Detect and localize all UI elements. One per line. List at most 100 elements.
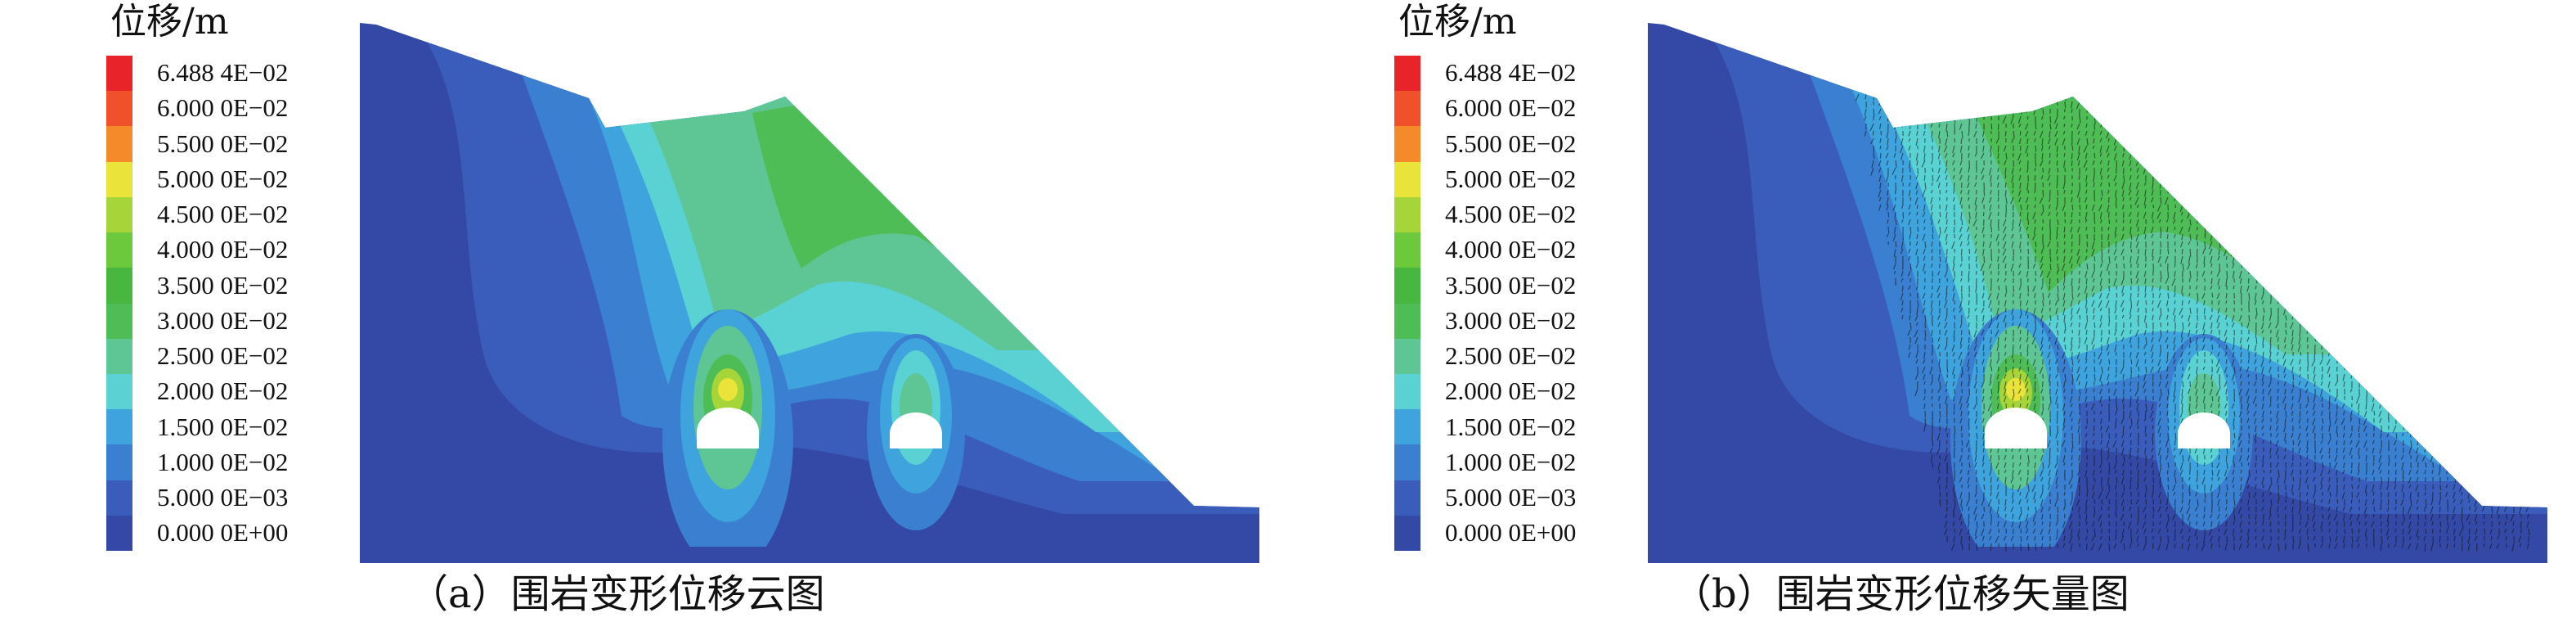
vector-arrow — [2165, 336, 2169, 344]
vector-arrow — [2458, 395, 2463, 404]
vector-arrow — [1908, 182, 1911, 187]
vector-arrow — [2261, 432, 2264, 437]
vector-arrow — [2357, 160, 2360, 165]
vector-arrow — [2431, 101, 2434, 108]
vector-arrow — [2476, 152, 2479, 159]
vector-arrow — [2519, 454, 2522, 463]
vector-arrow — [2444, 248, 2448, 256]
vector-arrow — [2431, 130, 2434, 136]
vector-arrow — [2373, 167, 2376, 176]
vector-arrow — [1952, 174, 1955, 179]
vector-arrow — [2446, 381, 2448, 390]
vector-arrow — [2497, 219, 2500, 223]
vector-arrow — [1900, 108, 1904, 117]
vector-arrow — [1914, 388, 1919, 397]
vector-arrow — [2343, 425, 2345, 430]
vector-arrow — [2216, 292, 2220, 300]
vector-arrow — [2048, 484, 2051, 490]
vector-arrow — [2307, 373, 2309, 380]
vector-arrow — [2062, 130, 2066, 135]
vector-arrow — [2312, 476, 2316, 482]
vector-arrow — [2181, 476, 2183, 482]
legend-label: 5.000 0E−02 — [157, 165, 289, 193]
vector-arrow — [1924, 322, 1927, 329]
vector-arrow — [1944, 329, 1948, 336]
vector-arrow — [2453, 432, 2456, 440]
vector-arrow — [2094, 123, 2096, 130]
vector-arrow — [2482, 417, 2485, 424]
vector-arrow — [2408, 484, 2412, 489]
vector-arrow — [2342, 329, 2345, 336]
vector-arrow — [2430, 145, 2434, 151]
vector-arrow — [1980, 152, 1985, 160]
vector-arrow — [2026, 329, 2029, 336]
vector-arrow — [2327, 322, 2331, 330]
vector-arrow — [1945, 86, 1948, 91]
vector-arrow — [2040, 211, 2044, 216]
vector-arrow — [2394, 196, 2397, 204]
vector-arrow — [2255, 403, 2257, 408]
vector-arrow — [2121, 292, 2125, 297]
vector-arrow — [2144, 263, 2147, 268]
vector-arrow — [2261, 300, 2264, 304]
vector-arrow — [2320, 410, 2323, 416]
vector-arrow — [2179, 101, 2183, 109]
vector-arrow — [2291, 108, 2294, 115]
vector-arrow — [2349, 447, 2353, 456]
vector-arrow — [2445, 403, 2448, 408]
vector-arrow — [2224, 101, 2228, 109]
vector-arrow — [2042, 219, 2044, 223]
vector-arrow — [2475, 447, 2478, 452]
vector-arrow — [2091, 241, 2095, 250]
vector-arrow — [2069, 410, 2073, 417]
vector-arrow — [1989, 79, 1992, 88]
vector-arrow — [2224, 211, 2228, 219]
vector-arrow — [2120, 366, 2125, 374]
vector-arrow — [1960, 248, 1963, 256]
vector-arrow — [1975, 469, 1977, 475]
vector-arrow — [2424, 322, 2426, 331]
vector-arrow — [2460, 336, 2463, 345]
vector-arrow — [2275, 322, 2279, 329]
vector-arrow — [2033, 403, 2036, 410]
vector-arrow — [1916, 307, 1919, 316]
vector-arrow — [2062, 307, 2066, 316]
vector-arrow — [1937, 182, 1941, 188]
vector-arrow — [2336, 373, 2339, 382]
vector-arrow — [2365, 469, 2367, 475]
vector-arrow — [2248, 292, 2251, 300]
vector-arrow — [2224, 403, 2228, 409]
vector-arrow — [1967, 454, 1970, 461]
vector-arrow — [2415, 351, 2419, 358]
vector-arrow — [1923, 395, 1926, 401]
vector-arrow — [2268, 79, 2272, 85]
vector-arrow — [2049, 152, 2051, 158]
vector-arrow — [1954, 115, 1956, 124]
vector-arrow — [2416, 123, 2419, 128]
vector-arrow — [1902, 71, 1905, 79]
vector-arrow — [2040, 336, 2044, 345]
vector-arrow — [2078, 417, 2080, 425]
vector-arrow — [2246, 484, 2250, 489]
vector-arrow — [2269, 123, 2272, 129]
vector-arrow — [2489, 285, 2493, 291]
vector-arrow — [2063, 462, 2066, 466]
vector-arrow — [2077, 469, 2080, 476]
vector-arrow — [2467, 204, 2471, 210]
vector-arrow — [2340, 123, 2345, 132]
vector-arrow — [2085, 248, 2088, 253]
vector-arrow — [2098, 101, 2103, 109]
vector-arrow — [2042, 108, 2044, 115]
vector-arrow — [2167, 417, 2170, 423]
vector-arrow — [2526, 174, 2529, 182]
vector-arrow — [2144, 189, 2147, 197]
vector-arrow — [2026, 137, 2029, 144]
vector-arrow — [2385, 395, 2390, 403]
vector-arrow — [1908, 211, 1911, 216]
vector-arrow — [2460, 322, 2463, 330]
vector-arrow — [1968, 130, 1970, 137]
vector-arrow — [2468, 388, 2471, 394]
vector-arrow — [2040, 248, 2044, 254]
vector-arrow — [1982, 322, 1985, 327]
vector-arrow — [2172, 307, 2176, 316]
